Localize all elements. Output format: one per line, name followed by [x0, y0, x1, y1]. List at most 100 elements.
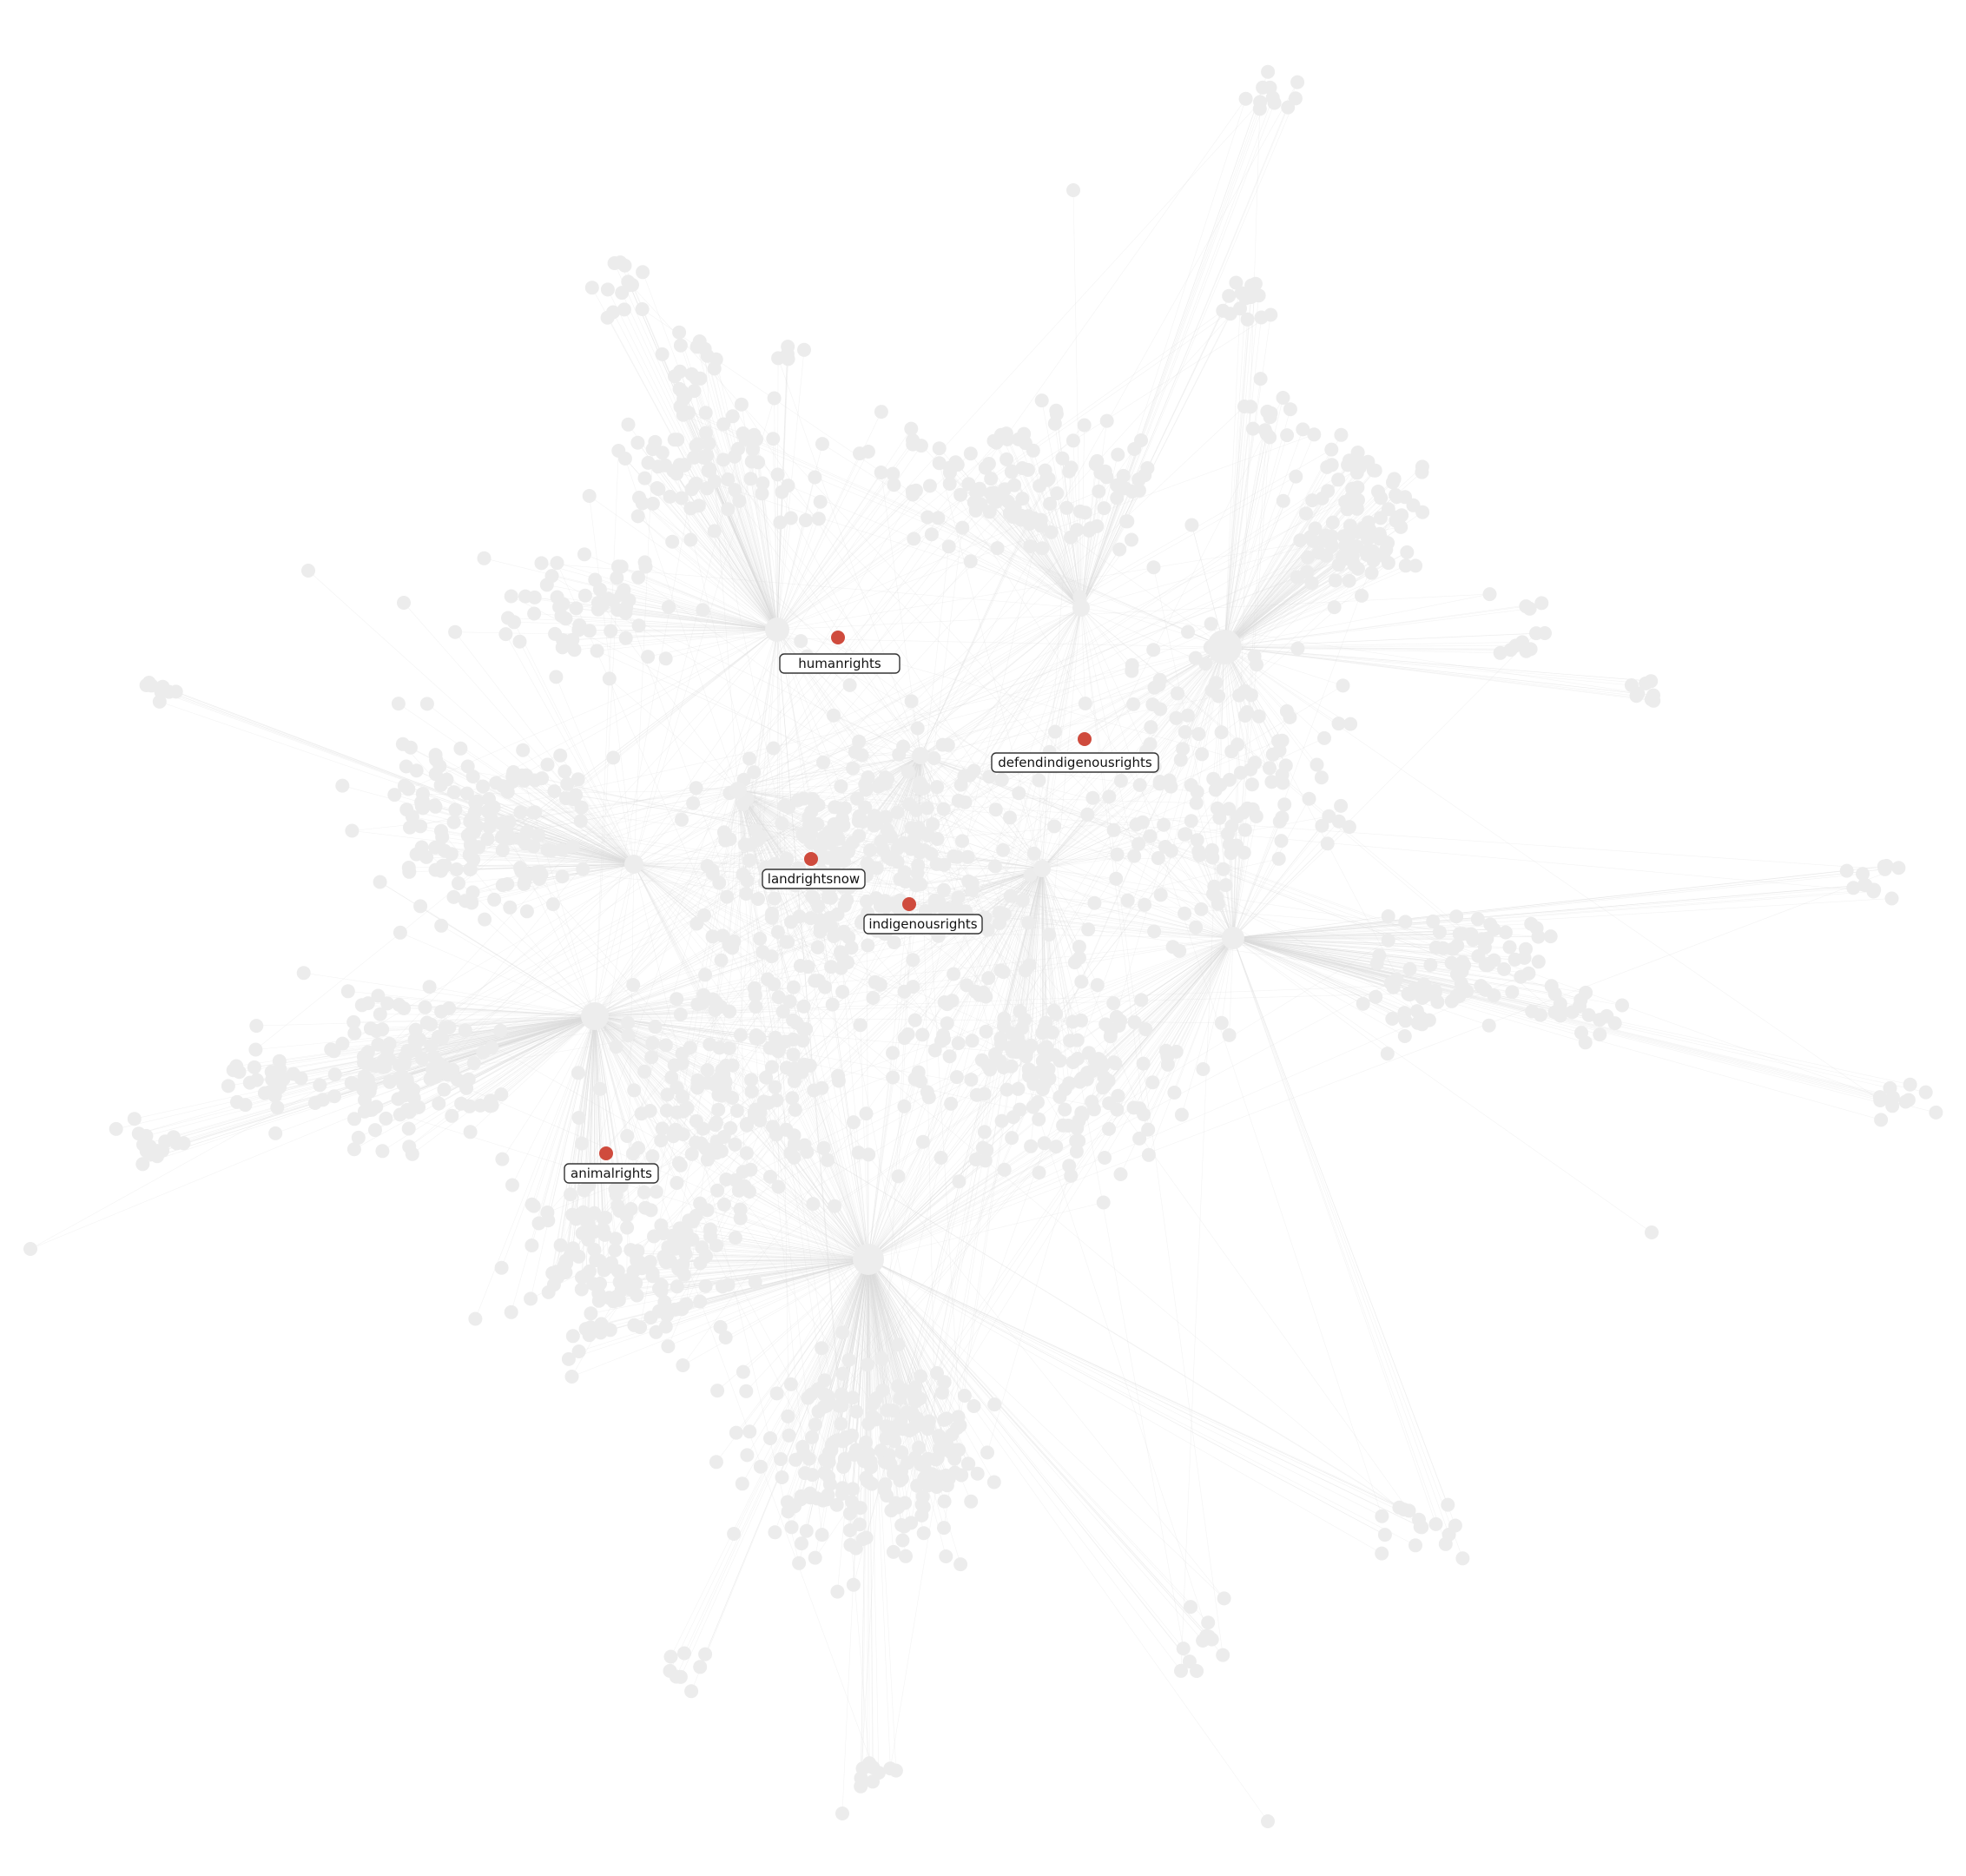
- network-node: [1263, 307, 1278, 322]
- network-node: [1524, 916, 1539, 931]
- network-node: [733, 1027, 748, 1042]
- network-edge: [434, 1015, 596, 1058]
- node-dot-indigenousrights[interactable]: [902, 897, 916, 911]
- network-edge: [412, 1015, 596, 1155]
- network-node: [800, 1145, 815, 1159]
- network-node: [540, 757, 555, 772]
- network-node: [578, 1322, 593, 1337]
- network-node: [1452, 989, 1467, 1003]
- network-edge: [750, 1169, 869, 1260]
- network-edge: [594, 1015, 604, 1230]
- network-edge: [502, 849, 635, 865]
- network-node: [939, 1549, 953, 1563]
- network-node: [743, 472, 758, 486]
- network-edge: [520, 811, 635, 865]
- network-node: [1615, 998, 1629, 1013]
- network-node: [439, 772, 454, 787]
- network-edge: [848, 1258, 869, 1360]
- network-edge: [526, 863, 635, 912]
- network-node: [1502, 940, 1517, 955]
- network-node: [1351, 492, 1365, 507]
- network-node: [685, 1232, 700, 1246]
- network-edge: [1224, 646, 1325, 739]
- network-node: [673, 1007, 688, 1021]
- network-edge: [577, 779, 635, 865]
- network-edge: [496, 783, 635, 865]
- network-edge: [465, 1087, 869, 1260]
- network-node: [1173, 752, 1188, 767]
- network-edge: [780, 1258, 869, 1460]
- network-edge: [776, 629, 1418, 1012]
- network-edge: [594, 1015, 604, 1233]
- node-dot-defendindigenousrights[interactable]: [1078, 732, 1092, 746]
- network-edge: [661, 1225, 869, 1260]
- network-edge: [1232, 937, 1527, 949]
- network-edge: [962, 527, 1082, 609]
- network-node: [881, 1456, 896, 1470]
- network-edge: [1080, 491, 1133, 609]
- network-node: [1446, 941, 1461, 956]
- network-edge: [868, 1151, 1078, 1260]
- network-node: [1413, 1520, 1428, 1534]
- network-edge: [740, 1218, 869, 1260]
- network-edge: [868, 1258, 906, 1503]
- network-node: [842, 677, 857, 692]
- network-node: [1441, 1497, 1455, 1512]
- network-edge: [1203, 937, 1234, 1070]
- network-node: [505, 1178, 519, 1192]
- network-node: [641, 650, 656, 664]
- network-node: [631, 570, 646, 585]
- network-edge: [507, 629, 778, 839]
- node-dot-landrightsnow[interactable]: [804, 852, 818, 866]
- network-edge: [594, 1015, 622, 1186]
- network-edge: [1201, 646, 1225, 755]
- network-edge: [686, 629, 778, 1305]
- node-dot-animalrights[interactable]: [599, 1146, 613, 1160]
- node-dot-humanrights[interactable]: [831, 631, 845, 644]
- network-node: [577, 588, 592, 603]
- network-node: [1454, 976, 1468, 991]
- network-node: [527, 606, 542, 621]
- network-edge: [776, 472, 881, 631]
- network-node: [593, 1081, 608, 1096]
- network-node: [859, 1530, 874, 1545]
- network-node: [1461, 928, 1476, 941]
- network-edge: [1224, 564, 1339, 648]
- network-node: [1397, 1029, 1412, 1043]
- network-edge: [920, 755, 960, 1426]
- network-edge: [500, 1015, 596, 1031]
- network-node: [963, 446, 978, 461]
- network-edge: [452, 1015, 596, 1117]
- network-node: [987, 859, 1002, 874]
- network-node: [382, 1074, 397, 1089]
- network-node: [766, 432, 781, 446]
- network-node: [953, 777, 968, 792]
- network-edge: [463, 1015, 596, 1082]
- network-node: [418, 1000, 432, 1014]
- network-node: [1049, 1139, 1064, 1154]
- network-node: [276, 1072, 291, 1087]
- network-edge: [920, 461, 1360, 756]
- network-edge: [716, 1258, 869, 1463]
- network-node: [643, 1104, 657, 1118]
- network-edge: [738, 1190, 869, 1260]
- network-edge: [559, 755, 635, 865]
- network-edge: [749, 1258, 869, 1432]
- network-node: [1283, 402, 1297, 417]
- network-edge: [451, 854, 635, 865]
- network-edge: [594, 1015, 616, 1251]
- network-node: [524, 1291, 538, 1306]
- network-node: [397, 1001, 412, 1015]
- network-node: [632, 491, 646, 505]
- network-node: [670, 1080, 684, 1095]
- network-edge: [1158, 857, 1234, 939]
- network-node: [498, 627, 513, 642]
- network-edge: [1167, 937, 1234, 1065]
- network-edge: [1041, 868, 1089, 930]
- network-edge: [594, 1015, 756, 1039]
- network-edge: [1224, 646, 1323, 778]
- network-edge: [737, 449, 1332, 791]
- network-node: [1874, 1113, 1889, 1127]
- network-node: [1174, 1107, 1189, 1122]
- network-node: [1034, 393, 1049, 408]
